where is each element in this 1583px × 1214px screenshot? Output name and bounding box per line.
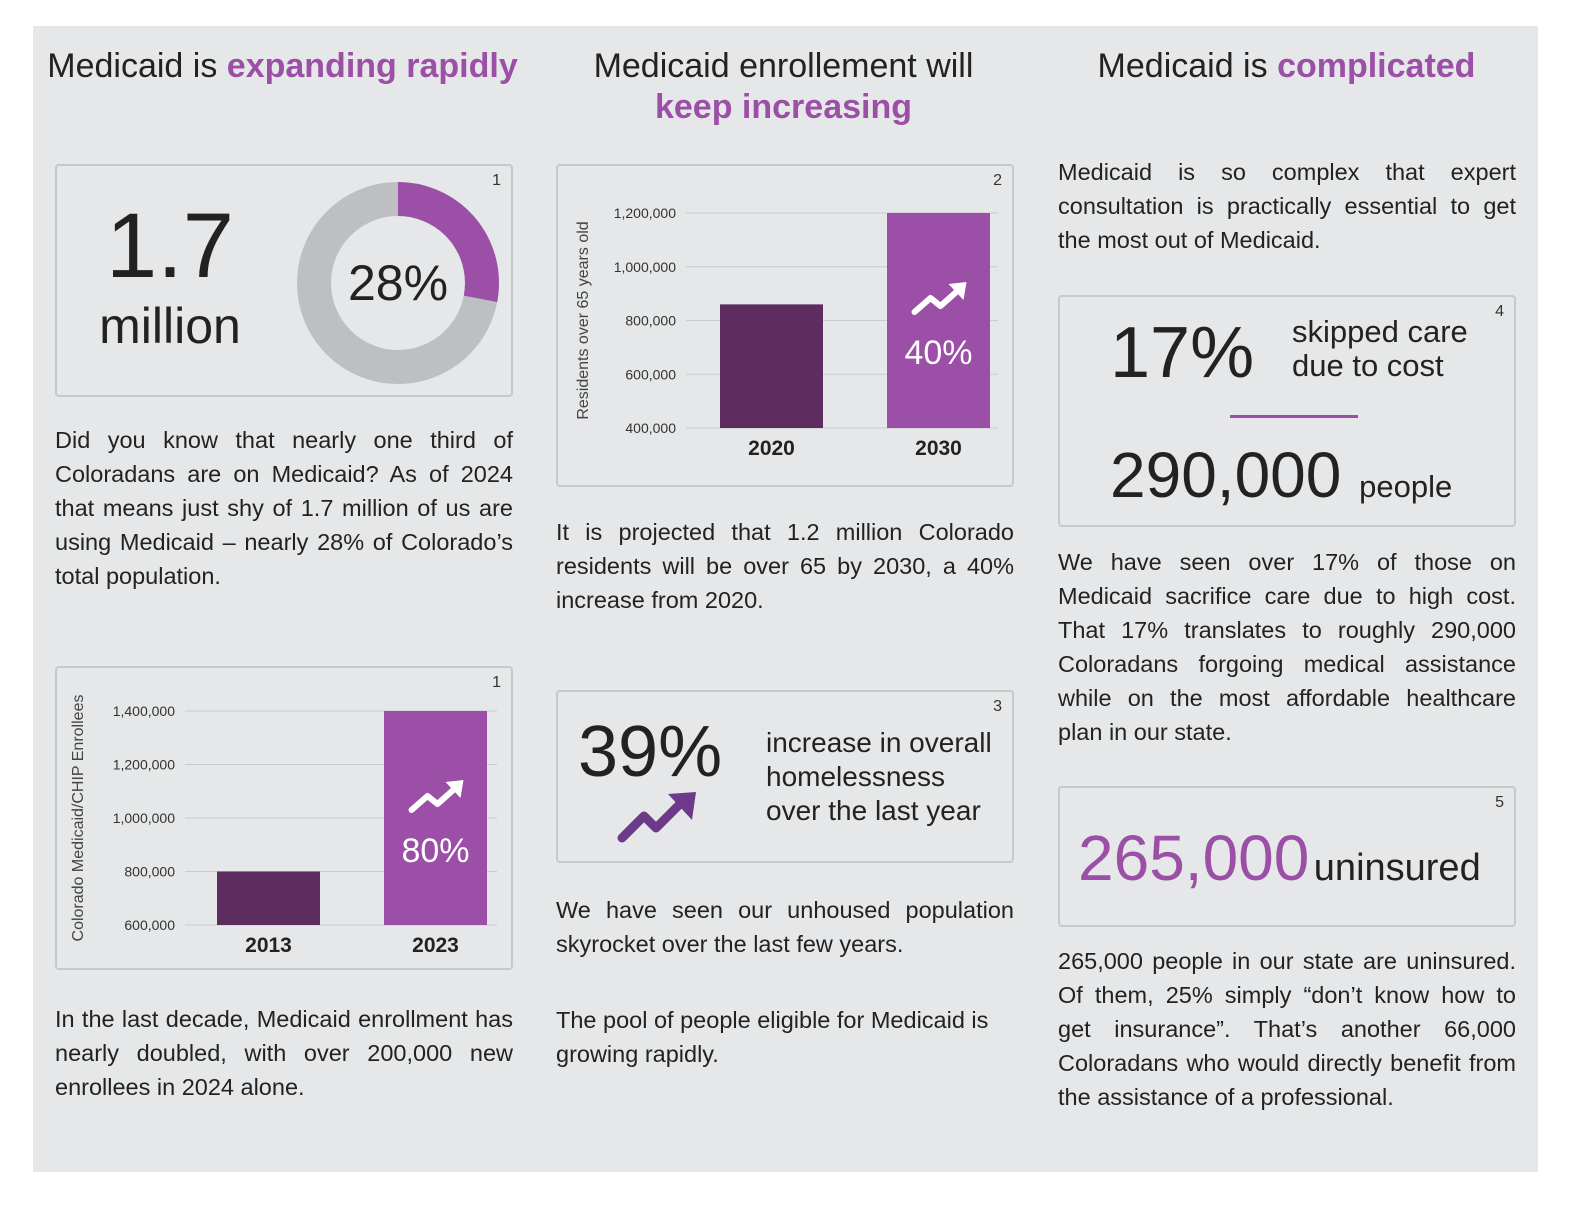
y-axis-label: Colorado Medicaid/CHIP Enrollees [70,695,87,942]
paragraph-doubled: In the last decade, Medicaid enrollment … [55,1006,513,1100]
x-tick-label: 2023 [412,934,459,957]
y-tick-label: 800,000 [124,864,175,880]
heading-plain: Medicaid is [47,47,227,85]
big-number-unit: million [99,298,241,354]
footnote-ref: 3 [993,698,1002,715]
y-tick-label: 400,000 [625,420,676,436]
column-heading: Medicaid enrollement will keep increasin… [532,46,1035,128]
paragraph-uninsured: 265,000 people in our state are uninsure… [1058,948,1516,1110]
big-number-unit: uninsured [1313,847,1481,889]
bar-2030 [887,213,990,428]
column-heading: Medicaid is complicated [1035,46,1538,87]
arrow-head [445,780,464,798]
caption-line: over the last year [766,795,981,826]
footnote-ref: 4 [1495,303,1504,320]
arrow-head [948,282,967,300]
homelessness-caption: increase in overall homelessness over th… [766,726,992,828]
y-tick-label: 1,000,000 [113,810,175,826]
paragraph-unhoused: We have seen our unhoused population sky… [556,897,1014,957]
big-number: 265,000 [1078,822,1310,894]
footnote-ref: 1 [492,674,501,691]
y-tick-label: 1,000,000 [614,259,676,275]
paragraph-complex: Medicaid is so complex that expert consu… [1058,159,1516,253]
donut-slice [297,182,499,384]
trend-up-arrow-icon [911,282,967,315]
heading-highlight: keep increasing [654,88,912,126]
column-expanding: Medicaid is expanding rapidly 1 1.7 mill… [33,26,532,1172]
heading-highlight: complicated [1277,47,1476,85]
skipped-care-card: 4 17% skipped care due to cost 290,000 p… [1058,295,1516,527]
bar-2020 [720,304,823,428]
footnote-ref: 5 [1495,794,1504,811]
homelessness-stat-card: 3 39% increase in overall homelessness o… [556,690,1014,863]
big-percent: 17% [1110,313,1255,393]
bar-2013 [217,871,320,925]
caption-line: skipped care [1292,314,1468,349]
paragraph-seniors: It is projected that 1.2 million Colorad… [556,519,1014,613]
y-tick-label: 1,200,000 [113,757,175,773]
arrow-line [408,785,459,813]
footnote-ref: 1 [492,172,501,189]
column-increasing: Medicaid enrollement will keep increasin… [532,26,1035,1172]
enrollees-chart-card: 1 Colorado Medicaid/CHIP Enrollees 600,00… [55,666,513,970]
big-number: 290,000 [1110,439,1342,511]
arrow-line [911,287,962,315]
caption-line: homelessness [766,761,945,792]
uninsured-count: 265,000 uninsured [1078,820,1481,914]
paragraph-eligible-pool: The pool of people eligible for Medicaid… [556,1007,989,1067]
column-complicated: Medicaid is complicated Medicaid is so c… [1035,26,1538,1172]
x-tick-label: 2030 [915,437,962,460]
seniors-chart-card: 2 Residents over 65 years old 400,000 600,… [556,164,1014,487]
y-tick-label: 1,400,000 [113,703,175,719]
uninsured-card: 5 265,000 uninsured [1058,786,1516,927]
infographic-sheet: Medicaid is expanding rapidly 1 1.7 mill… [33,26,1538,1172]
x-tick-label: 2020 [748,437,795,460]
caption-line: due to cost [1292,348,1444,383]
enrollment-stat-card: 1 1.7 million 28% [55,164,513,397]
y-tick-label: 800,000 [625,313,676,329]
caption-line: increase in overall [766,727,992,758]
donut-label: 28% [348,255,448,311]
big-percent: 39% [578,712,723,792]
seniors-bar-chart: Residents over 65 years old 400,000 600,00… [575,205,998,460]
trend-up-arrow-icon [408,780,464,813]
paragraph-sacrifice-care: We have seen over 17% of those on Medica… [1058,549,1516,745]
x-tick-label: 2013 [245,934,292,957]
trend-up-arrow-icon [617,792,696,843]
y-axis-label: Residents over 65 years old [575,221,592,419]
change-label: 40% [904,334,972,372]
footnote-ref: 2 [993,172,1002,189]
donut-chart: 28% [297,182,499,384]
change-label: 80% [401,832,469,870]
heading-plain: Medicaid is [1097,47,1278,85]
paragraph-population: Did you know that nearly one third of Co… [55,427,513,589]
heading-highlight: expanding rapidly [226,47,518,85]
enrollees-bar-chart: Colorado Medicaid/CHIP Enrollees 600,000 8… [70,695,497,957]
bar-2023 [384,711,487,925]
people-count: 290,000 people [1110,440,1452,522]
big-number-unit: people [1359,469,1453,504]
skipped-caption: skipped care due to cost [1292,315,1468,383]
column-heading: Medicaid is expanding rapidly [33,46,532,87]
y-tick-label: 600,000 [124,917,175,933]
heading-plain: Medicaid enrollement will [593,47,974,85]
y-tick-label: 1,200,000 [614,205,676,221]
divider [1230,415,1358,418]
y-tick-label: 600,000 [625,366,676,382]
big-number: 1.7 [106,195,234,297]
